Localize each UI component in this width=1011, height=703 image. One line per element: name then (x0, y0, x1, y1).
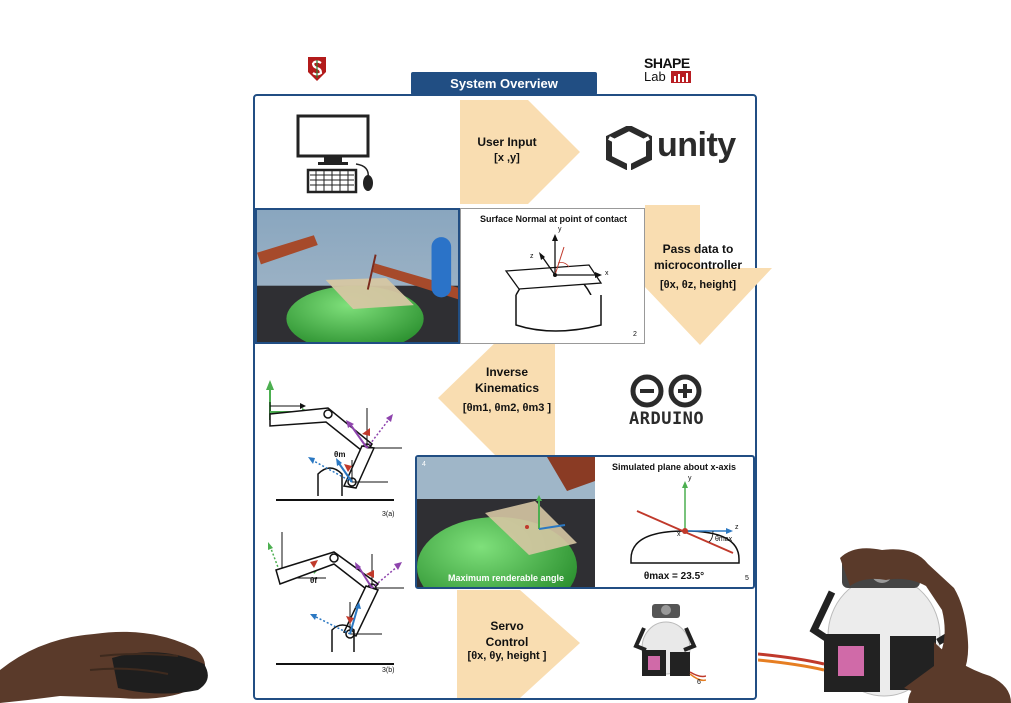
surface-normal-diagram (504, 234, 603, 332)
simulated-plane-title: Simulated plane about x-axis (611, 462, 737, 472)
axis-y-label: y (558, 226, 562, 233)
stanford-logo-icon (308, 57, 326, 81)
inverse-kinematics-arrow (438, 338, 555, 460)
unity-wordmark: unity (657, 126, 736, 164)
panel-5-number: 5 (745, 575, 749, 582)
diagram-3b-label: 3(b) (382, 667, 395, 674)
servo-control-arrow (457, 590, 580, 698)
haptic-device-image (633, 604, 706, 682)
panel-4-number: 4 (422, 461, 426, 468)
theta-max-label: θmax (715, 536, 733, 543)
simulated-plane-diagram (630, 481, 740, 564)
computer-icon (296, 114, 373, 194)
hand-on-mouse-image (0, 631, 208, 703)
shape-lab-logo: SHAPE Lab (644, 55, 694, 85)
servo-label-2: Control (485, 635, 529, 649)
hand-on-device-image (758, 548, 1011, 703)
servo-values: [θx, θy, height ] (467, 650, 547, 662)
pass-data-label-1: Pass data to (662, 242, 734, 256)
arduino-wordmark: ARDUINO (629, 409, 705, 429)
sim-axis-x-label: x (677, 531, 681, 538)
sim-axis-z-label: z (735, 524, 739, 531)
theta-max-equation: θmax = 23.5° (643, 571, 705, 582)
kinematics-diagram-a (266, 380, 402, 501)
theta-f-label: θf (310, 576, 317, 585)
pass-data-values: [θx, θz, height] (659, 279, 737, 291)
axis-x-label: x (605, 270, 609, 277)
kinematics-diagram-b (268, 532, 404, 665)
max-angle-caption: Maximum renderable angle (447, 573, 565, 583)
inverse-kinematics-label-1: Inverse (485, 365, 529, 379)
shape-lab-logo-subtitle: Lab (644, 69, 666, 84)
panel-number: 2 (633, 331, 637, 338)
inverse-kinematics-label-2: Kinematics (474, 381, 540, 395)
user-input-coordinates: [x ,y] (494, 152, 520, 164)
axis-z-label: z (530, 253, 534, 260)
arduino-logo-icon (630, 374, 702, 408)
unity-scene-image (255, 208, 460, 344)
simulated-plane-panel: Simulated plane about x-axis y z x θmax … (595, 457, 753, 587)
pass-data-arrow (627, 205, 772, 345)
surface-normal-panel: Surface Normal at point of contact y z x… (460, 208, 645, 344)
inverse-kinematics-values: [θm1, θm2, θm3 ] (462, 402, 552, 414)
theta-m-label: θm (334, 450, 346, 459)
lab-bars-icon (671, 71, 691, 83)
shape-lab-logo-title: SHAPE (644, 55, 690, 71)
page-title: System Overview (411, 72, 597, 95)
sim-axis-y-label: y (688, 475, 692, 482)
unity-logo-icon (606, 126, 652, 170)
user-input-label: User Input (477, 135, 537, 149)
system-overview-frame (253, 94, 757, 700)
servo-label-1: Servo (490, 619, 524, 633)
pass-data-label-2: microcontroller (653, 258, 743, 272)
user-input-arrow (460, 100, 580, 204)
diagram-3a-label: 3(a) (382, 511, 395, 518)
surface-normal-title: Surface Normal at point of contact (479, 214, 628, 224)
panel-6-number: 6 (697, 679, 701, 686)
max-angle-scene-image (417, 457, 595, 587)
